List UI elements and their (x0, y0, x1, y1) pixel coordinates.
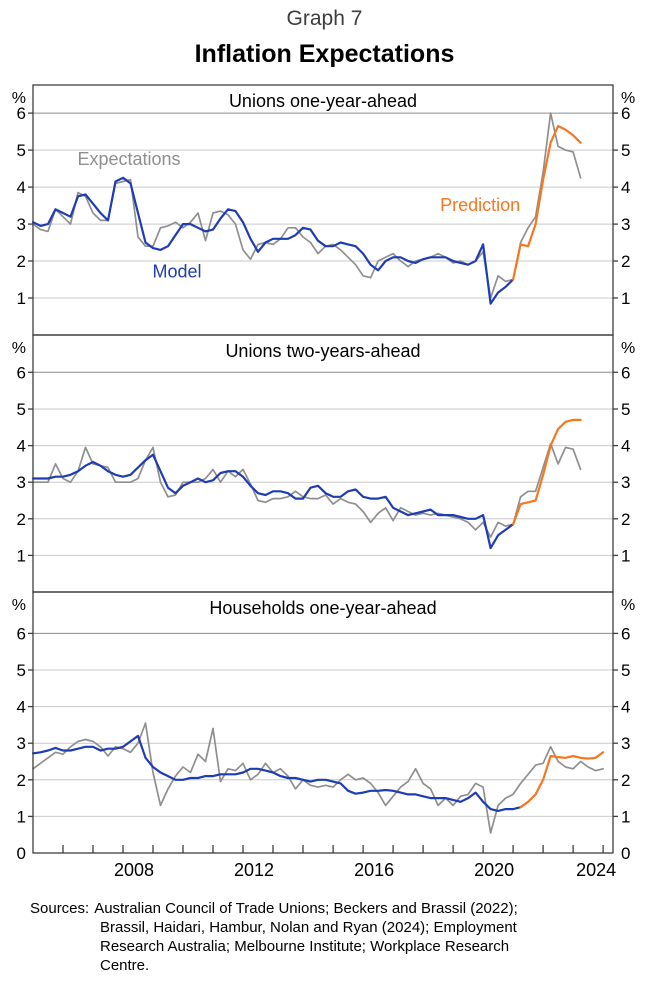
x-tick-label: 2008 (114, 860, 154, 880)
y-tick-label-right: 0 (621, 844, 630, 863)
y-tick-label-left: 1 (17, 546, 26, 565)
sources-line: Research Australia; Melbourne Institute;… (100, 938, 510, 955)
y-tick-label-left: 0 (17, 844, 26, 863)
series-line-model (31, 453, 515, 550)
y-tick-label-left: 2 (17, 510, 26, 529)
axis-unit-left: % (12, 90, 26, 107)
panel-border (32, 591, 614, 854)
sources-label: Sources: (30, 900, 90, 917)
sources-note: Sources: Australian Council of Trade Unio… (30, 899, 626, 975)
series-line-prediction (511, 418, 582, 526)
y-tick-label-left: 6 (17, 363, 26, 382)
y-tick-label-right: 6 (621, 104, 630, 123)
annotation-prediction: Prediction (440, 195, 520, 215)
y-tick-label-right: 3 (621, 473, 630, 492)
panel-border (32, 334, 614, 593)
series-line-expectations (32, 442, 582, 538)
y-tick-label-left: 3 (17, 734, 26, 753)
series-line-expectations (32, 722, 604, 834)
y-tick-label-left: 4 (17, 437, 26, 456)
y-tick-label-left: 5 (17, 400, 26, 419)
x-tick-label: 2024 (576, 860, 616, 880)
y-tick-label-left: 6 (17, 624, 26, 643)
y-tick-label-right: 4 (621, 437, 630, 456)
sources-line: Brassil, Haidari, Hambur, Nolan and Ryan… (100, 919, 517, 936)
y-tick-label-right: 6 (621, 624, 630, 643)
series-line-model (31, 176, 515, 305)
y-tick-label-left: 4 (17, 698, 26, 717)
page-title: Inflation Expectations (194, 40, 455, 68)
x-tick-label: 2012 (234, 860, 274, 880)
axis-unit-right: % (621, 90, 635, 107)
y-tick-label-left: 5 (17, 141, 26, 160)
y-tick-label-right: 2 (621, 771, 630, 790)
axis-unit-left: % (12, 597, 26, 614)
y-tick-label-left: 2 (17, 771, 26, 790)
y-tick-label-right: 5 (621, 141, 630, 160)
y-tick-label-right: 2 (621, 510, 630, 529)
x-tick-label: 2020 (474, 860, 514, 880)
y-tick-label-right: 2 (621, 252, 630, 271)
y-tick-label-left: 5 (17, 661, 26, 680)
y-tick-label-right: 6 (621, 363, 630, 382)
y-tick-label-right: 3 (621, 734, 630, 753)
sources-line: Centre. (100, 957, 150, 974)
y-tick-label-right: 1 (621, 546, 630, 565)
y-tick-label-left: 6 (17, 104, 26, 123)
panel-title: Unions one-year-ahead (229, 91, 417, 111)
axis-unit-left: % (12, 340, 26, 357)
sources-text: Australian Council of Trade Unions; Beck… (94, 900, 518, 917)
y-tick-label-left: 3 (17, 473, 26, 492)
x-tick-label: 2016 (354, 860, 394, 880)
graph-number: Graph 7 (286, 7, 363, 30)
sources-line: Sources: Australian Council of Trade Unio… (30, 899, 626, 918)
y-tick-label-right: 1 (621, 289, 630, 308)
annotation-model: Model (152, 262, 201, 282)
y-tick-label-right: 3 (621, 215, 630, 234)
axis-unit-right: % (621, 340, 635, 357)
axis-unit-right: % (621, 597, 635, 614)
panel-title: Unions two-years-ahead (225, 341, 420, 361)
y-tick-label-right: 5 (621, 400, 630, 419)
panel-title: Households one-year-ahead (209, 598, 436, 618)
series-line-prediction (511, 124, 582, 281)
annotation-expectations: Expectations (77, 149, 180, 169)
y-tick-label-left: 1 (17, 807, 26, 826)
y-tick-label-right: 4 (621, 178, 630, 197)
y-tick-label-right: 5 (621, 661, 630, 680)
y-tick-label-right: 1 (621, 807, 630, 826)
y-tick-label-left: 1 (17, 289, 26, 308)
y-tick-label-right: 4 (621, 698, 630, 717)
series-line-model (31, 734, 522, 813)
y-tick-label-left: 4 (17, 178, 26, 197)
series-line-prediction (519, 751, 605, 809)
y-tick-label-left: 3 (17, 215, 26, 234)
y-tick-label-left: 2 (17, 252, 26, 271)
